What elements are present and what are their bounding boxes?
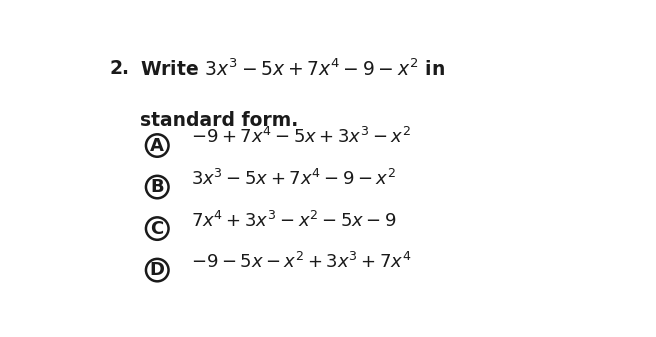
Text: $7x^4 + 3x^3 - x^2 - 5x - 9$: $7x^4 + 3x^3 - x^2 - 5x - 9$ <box>192 210 397 231</box>
Text: $-9 - 5x - x^2 + 3x^3 + 7x^4$: $-9 - 5x - x^2 + 3x^3 + 7x^4$ <box>192 252 412 272</box>
Text: standard form.: standard form. <box>140 111 298 129</box>
Text: 2.: 2. <box>110 59 130 78</box>
Text: B: B <box>150 178 164 196</box>
Text: C: C <box>151 220 164 238</box>
Text: D: D <box>150 261 165 279</box>
Text: $-9 + 7x^4 - 5x + 3x^3 - x^2$: $-9 + 7x^4 - 5x + 3x^3 - x^2$ <box>192 127 411 148</box>
Text: A: A <box>150 136 164 155</box>
Text: Write $3x^3 - 5x + 7x^4 - 9 - x^2$ in: Write $3x^3 - 5x + 7x^4 - 9 - x^2$ in <box>140 59 445 80</box>
Text: $3x^3 - 5x + 7x^4 - 9 - x^2$: $3x^3 - 5x + 7x^4 - 9 - x^2$ <box>192 169 396 189</box>
